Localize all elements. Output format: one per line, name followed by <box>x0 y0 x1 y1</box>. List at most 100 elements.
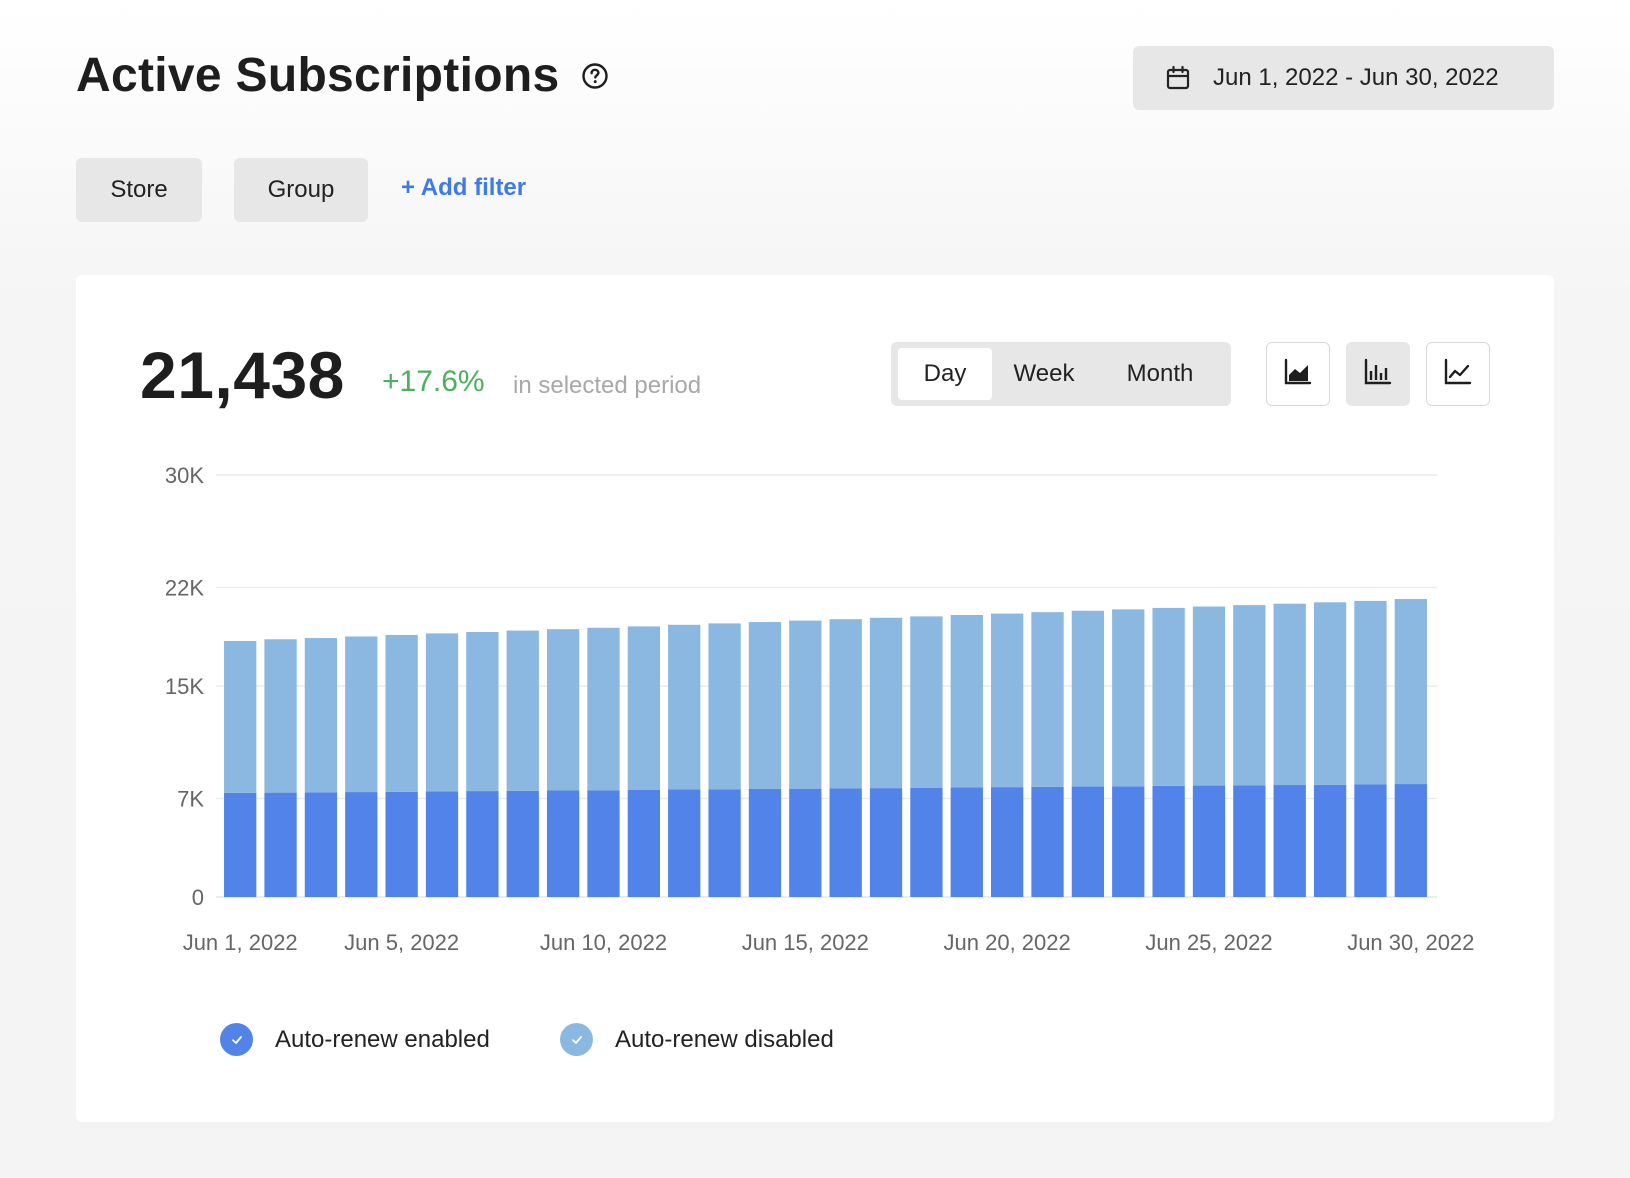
bar-auto-renew-disabled <box>1031 612 1064 787</box>
bar-auto-renew-disabled <box>748 621 782 789</box>
x-tick-label: Jun 10, 2022 <box>540 930 667 955</box>
bar-auto-renew-enabled <box>425 791 459 897</box>
bar-auto-renew-disabled <box>1152 607 1185 786</box>
delta-percentage: +17.6% <box>382 365 485 398</box>
bar-auto-renew-enabled <box>1192 785 1226 897</box>
bar-auto-renew-enabled <box>668 789 701 897</box>
legend-label: Auto-renew enabled <box>275 1025 490 1053</box>
y-tick-label: 15K <box>165 674 204 699</box>
bar-auto-renew-enabled <box>466 791 499 897</box>
bar-auto-renew-enabled <box>748 788 782 897</box>
bar-auto-renew-disabled <box>789 620 822 789</box>
bar-auto-renew-enabled <box>264 792 297 897</box>
bar-auto-renew-enabled <box>1112 786 1145 897</box>
check-icon <box>220 1023 253 1056</box>
bar-chart-button[interactable] <box>1346 342 1410 406</box>
bar-auto-renew-enabled <box>789 788 822 897</box>
bar-auto-renew-enabled <box>627 789 660 897</box>
group-filter-button[interactable]: Group <box>234 158 368 222</box>
bar-auto-renew-disabled <box>546 629 580 791</box>
bar-auto-renew-enabled <box>829 788 862 897</box>
page-title: Active Subscriptions <box>76 48 609 103</box>
bar-auto-renew-disabled <box>668 624 701 790</box>
check-icon <box>560 1023 593 1056</box>
total-active-subscriptions: 21,438 <box>140 338 345 412</box>
bar-auto-renew-disabled <box>1071 610 1105 787</box>
bar-auto-renew-enabled <box>950 787 983 897</box>
bar-auto-renew-enabled <box>1071 786 1105 897</box>
bar-auto-renew-disabled <box>1394 599 1427 785</box>
legend-auto-renew-enabled[interactable]: Auto-renew enabled <box>220 1023 490 1056</box>
bar-auto-renew-disabled <box>1273 603 1306 786</box>
bar-auto-renew-enabled <box>1152 785 1185 897</box>
bar-auto-renew-disabled <box>264 639 297 793</box>
bar-auto-renew-disabled <box>910 616 943 788</box>
area-chart-button[interactable] <box>1266 342 1330 406</box>
line-chart-button[interactable] <box>1426 342 1490 406</box>
x-tick-label: Jun 1, 2022 <box>183 930 298 955</box>
bar-auto-renew-disabled <box>1192 606 1226 786</box>
bar-auto-renew-disabled <box>991 613 1024 788</box>
x-tick-label: Jun 15, 2022 <box>742 930 869 955</box>
bar-auto-renew-enabled <box>910 787 943 897</box>
bar-auto-renew-disabled <box>224 640 257 793</box>
y-tick-label: 22K <box>165 576 204 601</box>
granularity-day[interactable]: Day <box>898 348 992 400</box>
bar-auto-renew-disabled <box>385 634 418 792</box>
granularity-week[interactable]: Week <box>1013 360 1075 387</box>
bar-auto-renew-disabled <box>506 630 539 791</box>
bar-auto-renew-enabled <box>991 787 1024 897</box>
bar-auto-renew-enabled <box>1031 786 1064 897</box>
bar-auto-renew-enabled <box>1354 784 1387 897</box>
bar-auto-renew-disabled <box>1112 609 1145 787</box>
bar-auto-renew-enabled <box>1313 784 1347 897</box>
add-filter-link[interactable]: + Add filter <box>401 174 527 201</box>
bar-auto-renew-disabled <box>869 617 903 789</box>
calendar-icon <box>1165 65 1191 91</box>
bar-auto-renew-disabled <box>304 638 338 793</box>
granularity-toggle: Day Week Month <box>891 342 1231 406</box>
bar-auto-renew-enabled <box>1233 785 1266 897</box>
bar-auto-renew-enabled <box>506 790 539 897</box>
bar-auto-renew-disabled <box>345 636 378 793</box>
bar-auto-renew-disabled <box>466 631 499 792</box>
bar-auto-renew-enabled <box>546 790 580 897</box>
bar-auto-renew-enabled <box>345 792 378 897</box>
bar-auto-renew-enabled <box>1394 784 1427 897</box>
bar-auto-renew-enabled <box>869 788 903 897</box>
bar-auto-renew-disabled <box>1233 605 1266 786</box>
x-tick-label: Jun 30, 2022 <box>1347 930 1474 955</box>
bar-auto-renew-enabled <box>1273 785 1306 897</box>
legend-label: Auto-renew disabled <box>615 1025 834 1053</box>
chart-card: 21,438 +17.6% in selected period Day Wee… <box>76 275 1554 1122</box>
stacked-bar-chart: 0 7K 15K 22K 30K Jun 1, 2022 Jun 5, 2022 Jun 10… <box>165 463 1475 955</box>
page-title-text: Active Subscriptions <box>76 49 560 102</box>
date-range-label: Jun 1, 2022 - Jun 30, 2022 <box>1213 64 1499 91</box>
bar-auto-renew-enabled <box>224 792 257 897</box>
bar-chart-icon <box>1363 357 1393 392</box>
date-range-picker[interactable]: Jun 1, 2022 - Jun 30, 2022 <box>1133 46 1554 110</box>
bar-auto-renew-enabled <box>304 792 338 897</box>
bar-auto-renew-disabled <box>425 633 459 792</box>
bar-auto-renew-disabled <box>950 614 983 788</box>
bar-auto-renew-disabled <box>1354 600 1387 785</box>
bar-auto-renew-disabled <box>587 627 620 791</box>
period-note: in selected period <box>513 372 702 399</box>
y-tick-label: 30K <box>165 463 204 488</box>
granularity-month[interactable]: Month <box>1126 360 1194 387</box>
line-chart-icon <box>1443 357 1473 392</box>
bar-auto-renew-disabled <box>627 626 660 790</box>
bar-auto-renew-enabled <box>587 790 620 897</box>
y-tick-label: 7K <box>177 787 204 812</box>
legend-auto-renew-disabled[interactable]: Auto-renew disabled <box>560 1023 834 1056</box>
store-filter-button[interactable]: Store <box>76 158 202 222</box>
bar-auto-renew-disabled <box>708 623 741 790</box>
x-tick-label: Jun 25, 2022 <box>1145 930 1272 955</box>
y-tick-label: 0 <box>192 885 204 910</box>
x-tick-label: Jun 20, 2022 <box>944 930 1071 955</box>
x-tick-label: Jun 5, 2022 <box>344 930 459 955</box>
bar-auto-renew-disabled <box>829 619 862 789</box>
help-icon[interactable] <box>581 62 609 90</box>
area-chart-icon <box>1283 357 1313 392</box>
bar-auto-renew-enabled <box>708 789 741 897</box>
